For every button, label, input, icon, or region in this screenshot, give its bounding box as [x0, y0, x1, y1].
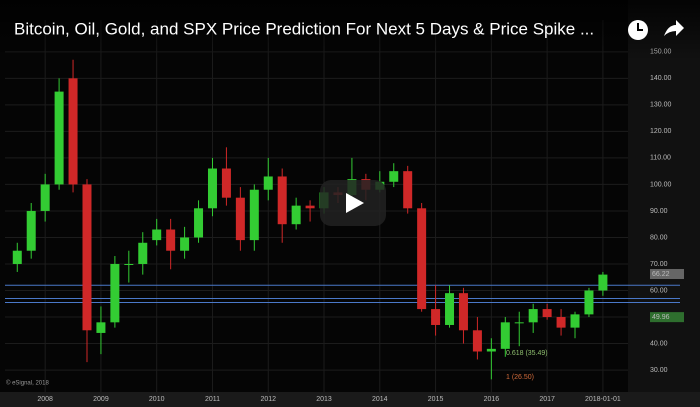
y-tick-label: 70.00: [650, 261, 668, 268]
title-overlay: [0, 0, 700, 60]
price-axis: [628, 0, 700, 392]
candle-body: [528, 309, 538, 323]
price-tag: [650, 312, 684, 323]
price-tag: [650, 269, 684, 280]
candle-body: [26, 210, 36, 251]
candle-body: [235, 197, 245, 241]
candle-body: [542, 309, 552, 318]
candle-body: [12, 250, 22, 264]
candle-body: [194, 208, 204, 238]
candle-body: [82, 184, 92, 331]
y-tick-label: 130.00: [650, 102, 672, 109]
price-tag-label: 49.96: [652, 314, 670, 321]
candle-body: [500, 322, 510, 349]
candle-body: [431, 309, 441, 325]
candle-body: [180, 237, 190, 251]
y-tick-label: 30.00: [650, 367, 668, 374]
y-tick-label: 90.00: [650, 208, 668, 215]
x-tick-label: 2010: [149, 396, 165, 403]
candle-body: [152, 229, 162, 241]
x-tick-label: 2014: [372, 396, 388, 403]
candle-body: [458, 293, 468, 331]
candle-body: [40, 184, 50, 211]
candle-body: [514, 322, 524, 324]
candle-body: [54, 91, 64, 185]
candle-body: [291, 205, 301, 225]
copyright: © eSignal, 2018: [6, 380, 49, 387]
play-button[interactable]: [320, 180, 386, 226]
candle-body: [207, 168, 217, 209]
candle-body: [221, 168, 231, 198]
candle-body: [96, 322, 106, 333]
candle-body: [472, 330, 482, 352]
candle-body: [486, 348, 496, 352]
candle-body: [403, 171, 413, 209]
share-icon[interactable]: [664, 20, 684, 36]
candle-body: [417, 208, 427, 310]
candle-body: [598, 274, 608, 291]
y-tick-label: 120.00: [650, 128, 672, 135]
candle-body: [584, 290, 594, 315]
video-title[interactable]: Bitcoin, Oil, Gold, and SPX Price Predic…: [14, 19, 594, 38]
x-tick-label: 2013: [316, 396, 332, 403]
x-tick-label: 2017: [539, 396, 555, 403]
annotation: 0.618 (35.49): [506, 350, 548, 357]
x-tick-label: 2009: [93, 396, 109, 403]
x-tick-label: 2015: [428, 396, 444, 403]
price-tag-label: 66.22: [652, 271, 670, 278]
candle-body: [305, 205, 315, 209]
candle-body: [570, 314, 580, 328]
y-tick-label: 80.00: [650, 234, 668, 241]
y-tick-label: 100.00: [650, 181, 672, 188]
time-axis: [0, 392, 700, 407]
candle-body: [389, 171, 399, 182]
candle-body: [263, 176, 273, 190]
candle-body: [110, 263, 120, 323]
y-tick-label: 110.00: [650, 155, 671, 162]
x-tick-label: 2018-01-01: [585, 396, 621, 403]
watch-later-icon[interactable]: [628, 20, 648, 40]
x-tick-label: 2016: [484, 396, 500, 403]
y-tick-label: 140.00: [650, 75, 672, 82]
candle-body: [124, 263, 134, 265]
candle-body: [166, 229, 176, 251]
candle-body: [556, 317, 566, 328]
x-tick-label: 2008: [37, 396, 53, 403]
x-tick-label: 2012: [260, 396, 276, 403]
candle-body: [68, 78, 78, 185]
y-tick-label: 60.00: [650, 287, 668, 294]
x-tick-label: 2011: [205, 396, 220, 403]
annotation: 1 (26.50): [506, 374, 534, 381]
y-tick-label: 40.00: [650, 340, 668, 347]
candle-body: [138, 242, 148, 264]
candle-body: [445, 293, 455, 325]
candle-body: [277, 176, 287, 225]
candle-body: [249, 189, 259, 241]
